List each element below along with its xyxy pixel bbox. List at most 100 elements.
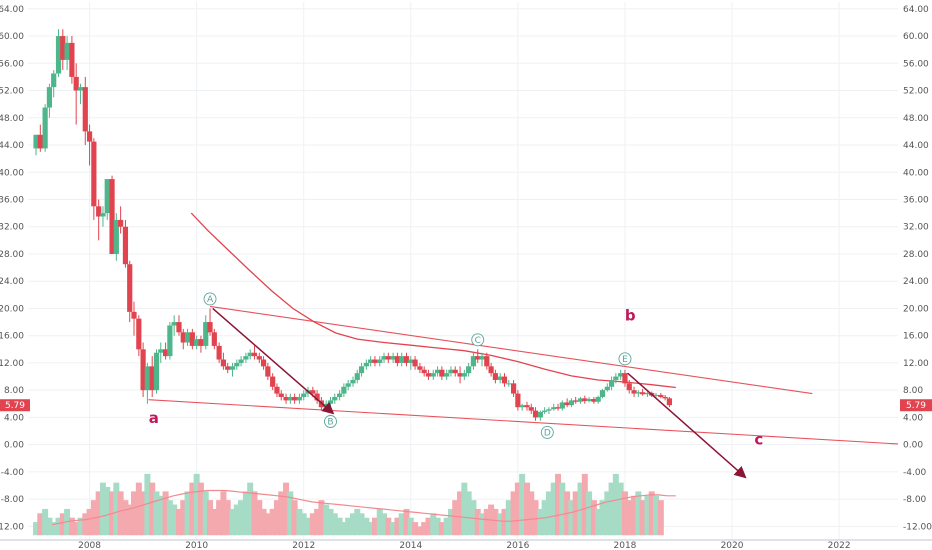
candle-body: [653, 394, 659, 396]
candle-body: [194, 339, 200, 346]
volume-bar: [385, 517, 392, 536]
volume-bar: [197, 482, 204, 536]
volume-bar: [73, 522, 80, 536]
candle-body: [457, 373, 463, 377]
candle-body: [417, 366, 423, 370]
candle-body: [461, 373, 467, 377]
wave-label-circle: [540, 425, 554, 439]
volume-bar: [166, 500, 173, 536]
y-tick-label-right: 12.00: [903, 359, 929, 369]
candle-body: [635, 392, 641, 394]
candle-body: [113, 219, 119, 254]
volume-bar: [55, 517, 62, 536]
x-tick-label: 2018: [614, 541, 637, 550]
y-tick-label-left: 64.00: [0, 5, 24, 15]
y-tick-label-left: 0.00: [4, 441, 24, 451]
candle-body: [412, 359, 418, 367]
candle-body: [626, 383, 632, 391]
y-tick-label-left: 16.00: [0, 332, 24, 342]
volume-bar: [327, 508, 334, 536]
candle-body: [287, 396, 293, 401]
axis-labels: 64.00 64.00 60.00 60.00 56.00 56.00 52.00 52.00…: [0, 5, 932, 550]
volume-bar: [559, 482, 566, 536]
volume-bar: [323, 504, 330, 536]
candle-body: [198, 339, 204, 346]
y-tick-label-right: 48.00: [903, 114, 929, 124]
volume-bar: [131, 491, 138, 536]
candle-body: [327, 400, 334, 404]
last-price-text-right: 5.79: [906, 401, 926, 411]
volume-bar: [416, 526, 423, 536]
candle-body: [524, 405, 530, 408]
volume-bar: [545, 491, 552, 536]
volume-bar: [510, 491, 517, 536]
volume-bar: [430, 513, 437, 536]
wave-letter-label: c: [754, 431, 763, 449]
volume-bar: [224, 500, 231, 536]
candle-body: [33, 134, 39, 149]
volume-bar: [238, 500, 245, 536]
candle-body: [260, 359, 267, 367]
price-moving-average: [190, 212, 676, 389]
volume-bar: [371, 517, 378, 536]
volume-bar: [309, 513, 316, 536]
volume-bar: [390, 522, 397, 536]
volume-bar: [599, 500, 606, 536]
candle-body: [559, 402, 565, 409]
x-tick-label: 2020: [721, 541, 744, 550]
x-tick-label: 2016: [506, 541, 529, 550]
candle-body: [381, 356, 387, 360]
volume-bar: [207, 500, 214, 536]
volume-bar: [572, 491, 579, 536]
volume-bar: [483, 508, 490, 536]
y-tick-label-left: 32.00: [0, 223, 24, 233]
volume-bar: [363, 517, 370, 536]
trend-line: [209, 305, 813, 395]
candle-body: [586, 399, 592, 402]
volume-bar: [523, 482, 530, 536]
candle-body: [542, 410, 548, 412]
y-tick-label-right: -8.00: [903, 495, 927, 505]
volume-bar: [461, 482, 468, 536]
candle-body: [296, 396, 303, 401]
y-tick-label-right: -12.00: [903, 522, 932, 532]
y-tick-label-left: -8.00: [1, 495, 25, 505]
volume-bar: [657, 500, 664, 536]
volume-bar: [590, 500, 597, 536]
candle-body: [136, 318, 142, 350]
candle-body: [211, 332, 217, 346]
volume-bar: [216, 500, 223, 536]
volume-bar: [305, 517, 312, 536]
candle-body: [497, 376, 503, 380]
volume-bar: [349, 513, 356, 536]
candle-body: [358, 366, 365, 374]
candle-body: [314, 393, 320, 401]
volume-bar: [608, 482, 615, 536]
candle-body: [122, 226, 129, 265]
y-tick-label-right: 28.00: [903, 250, 929, 260]
wave-label-circle: [471, 333, 485, 347]
volume-bar: [501, 508, 508, 536]
candle-body: [180, 332, 186, 343]
x-tick-label: 2010: [185, 541, 208, 550]
candle-body: [546, 409, 552, 411]
y-tick-label-left: 8.00: [4, 386, 24, 396]
y-tick-label-right: 36.00: [903, 195, 929, 205]
candle-body: [631, 390, 637, 394]
candle-body: [403, 356, 410, 363]
volume-bar: [367, 522, 374, 536]
y-tick-label-left: 24.00: [0, 277, 24, 287]
candle-body: [310, 390, 316, 394]
candle-body: [506, 383, 512, 385]
candle-body: [399, 356, 405, 363]
y-tick-label-left: 56.00: [0, 59, 24, 69]
volume-bar: [626, 500, 633, 536]
candle-body: [270, 376, 276, 387]
candle-body: [127, 264, 133, 312]
candle-body: [225, 366, 231, 370]
y-tick-label-left: 12.00: [0, 359, 24, 369]
y-tick-label-right: 0.00: [903, 441, 923, 451]
volume-bar: [251, 491, 258, 536]
volume-bar: [180, 500, 187, 536]
